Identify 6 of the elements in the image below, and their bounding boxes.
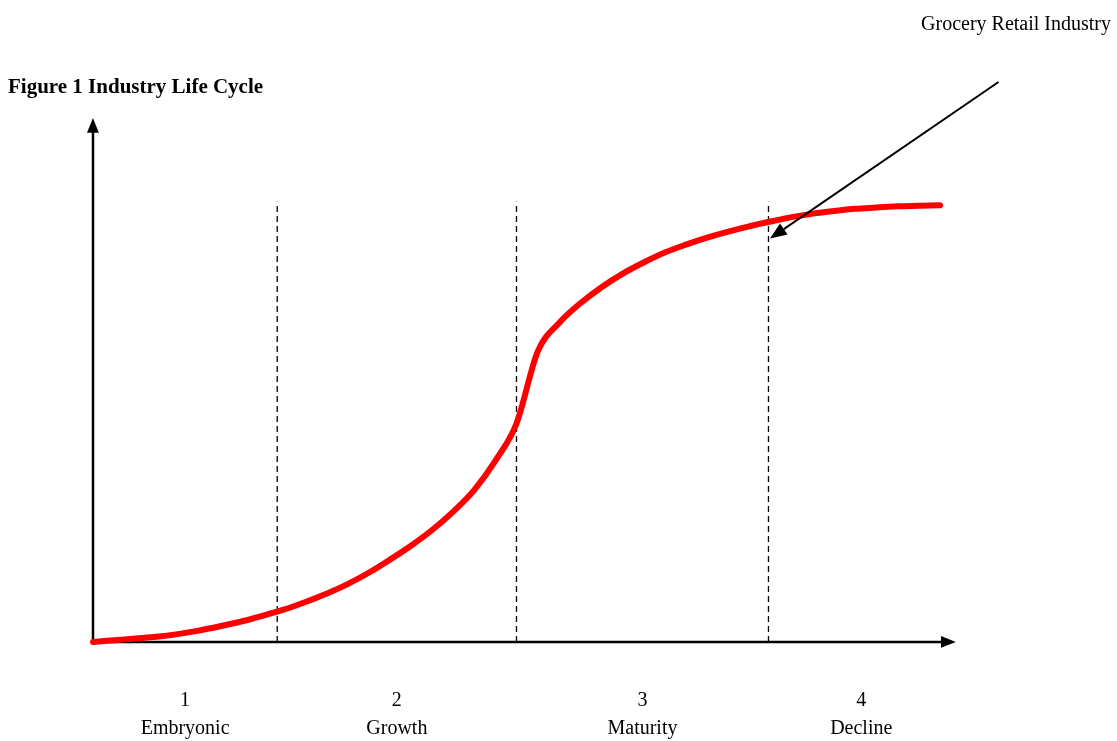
text: Grocery Retail Industry: [921, 12, 1111, 35]
text: 3 Maturity: [607, 688, 678, 739]
chart-title: Figure 1 Industry Life Cycle: [8, 74, 264, 99]
text: 4 Decline: [830, 688, 893, 738]
text: 1 Embryonic: [140, 688, 230, 739]
text: 2 Growth: [366, 688, 428, 738]
